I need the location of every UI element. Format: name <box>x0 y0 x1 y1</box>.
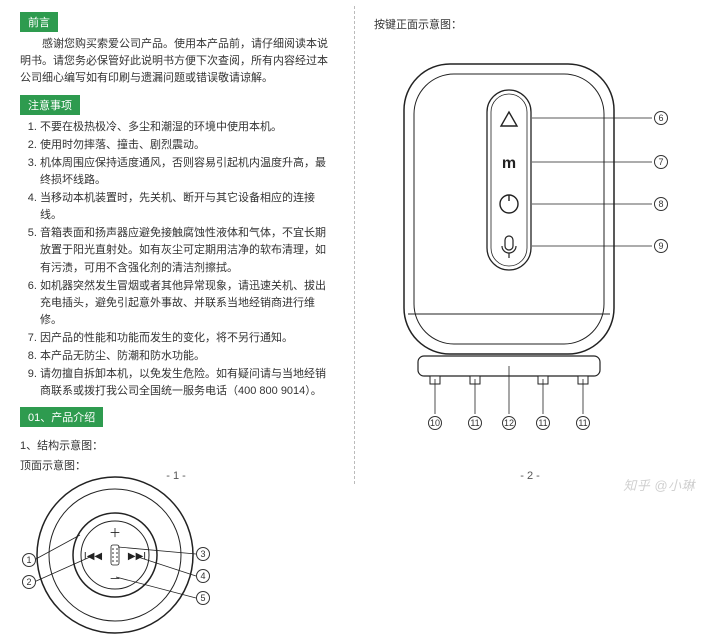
top-view-svg: ＋ － I◀◀ ▶▶I <box>20 475 340 635</box>
caution-item: 因产品的性能和功能而发生的变化，将不另行通知。 <box>40 330 332 347</box>
page-2: 按键正面示意图： m <box>360 6 700 484</box>
callout-11c: 11 <box>576 416 590 430</box>
cautions-tag: 注意事项 <box>20 95 80 115</box>
caution-item: 机体周围应保持适度通风，否则容易引起机内温度升高，最终损坏线路。 <box>40 155 332 189</box>
page-1: 前言 感谢您购买索爱公司产品。使用本产品前，请仔细阅读本说明书。请您务必保管好此… <box>6 6 346 484</box>
callout-4: 4 <box>196 569 210 583</box>
section01-tag: 01、产品介绍 <box>20 407 103 427</box>
caution-item: 请勿擅自拆卸本机，以免发生危险。如有疑问请与当地经销商联系或拨打我公司全国统一服… <box>40 366 332 400</box>
callout-5: 5 <box>196 591 210 605</box>
page-number-1: - 1 - <box>6 470 346 482</box>
structure-title: 1、结构示意图： <box>20 437 332 453</box>
callout-11b: 11 <box>536 416 550 430</box>
top-view-diagram: ＋ － I◀◀ ▶▶I 2 1 3 <box>20 475 332 635</box>
caution-item: 使用时勿摔落、撞击、剧烈震动。 <box>40 137 332 154</box>
caution-item: 当移动本机装置时，先关机、断开与其它设备相应的连接线。 <box>40 190 332 224</box>
svg-text:m: m <box>502 155 516 172</box>
callout-8: 8 <box>654 197 668 211</box>
svg-text:＋: ＋ <box>109 526 121 540</box>
callout-9: 9 <box>654 239 668 253</box>
caution-item: 不要在极热极冷、多尘和潮湿的环境中使用本机。 <box>40 119 332 136</box>
page-divider <box>354 6 355 484</box>
watermark: 知乎 @小琳 <box>623 475 695 494</box>
preface-tag: 前言 <box>20 12 58 32</box>
callout-2: 1 <box>22 553 36 567</box>
front-view-diagram: m 6 7 8 9 <box>374 34 686 464</box>
callout-10: 10 <box>428 416 442 430</box>
callout-7: 7 <box>654 155 668 169</box>
svg-text:▶▶I: ▶▶I <box>128 551 146 562</box>
front-view-label: 按键正面示意图： <box>374 16 686 32</box>
callout-3: 3 <box>196 547 210 561</box>
caution-item: 本产品无防尘、防潮和防水功能。 <box>40 348 332 365</box>
svg-text:I◀◀: I◀◀ <box>84 551 102 562</box>
front-view-svg: m <box>374 34 694 454</box>
caution-item: 如机器突然发生冒烟或者其他异常现象，请迅速关机、拔出充电插头，避免引起意外事故、… <box>40 278 332 329</box>
callout-6: 6 <box>654 111 668 125</box>
callout-1: 2 <box>22 575 36 589</box>
cautions-list: 不要在极热极冷、多尘和潮湿的环境中使用本机。 使用时勿摔落、撞击、剧烈震动。 机… <box>20 119 332 400</box>
svg-text:－: － <box>109 572 121 586</box>
callout-12: 12 <box>502 416 516 430</box>
callout-11a: 11 <box>468 416 482 430</box>
preface-text: 感谢您购买索爱公司产品。使用本产品前，请仔细阅读本说明书。请您务必保管好此说明书… <box>20 36 332 87</box>
caution-item: 音箱表面和扬声器应避免接触腐蚀性液体和气体，不宜长期放置于阳光直射处。如有灰尘可… <box>40 225 332 276</box>
